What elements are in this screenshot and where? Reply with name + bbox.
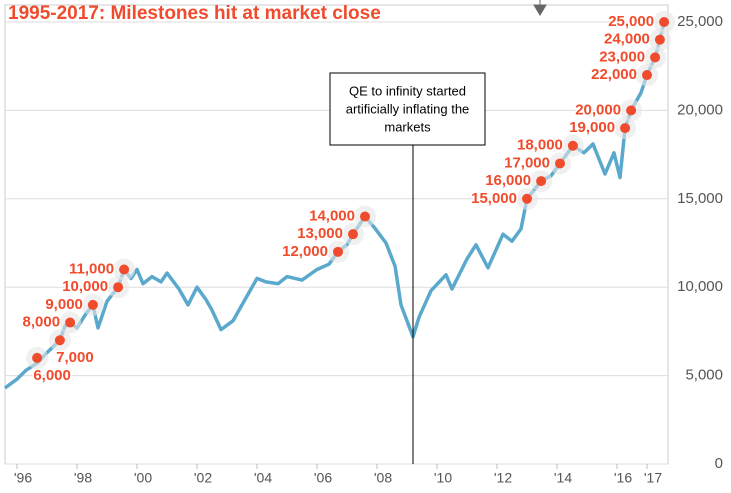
- milestone-label: 16,000: [485, 172, 531, 189]
- x-tick-label: '00: [134, 470, 152, 486]
- y-tick-label: 10,000: [677, 278, 723, 295]
- annotation-text: artificially inflating the: [346, 101, 470, 116]
- milestone-label: 22,000: [591, 66, 637, 83]
- milestone-label: 7,000: [56, 349, 94, 366]
- y-tick-label: 0: [715, 455, 723, 472]
- milestone-label: 10,000: [62, 278, 108, 295]
- x-tick-label: '02: [194, 470, 212, 486]
- milestone-dot: [119, 264, 130, 275]
- annotation-text: QE to infinity started: [349, 83, 466, 98]
- x-tick-label: '16: [614, 470, 632, 486]
- milestone-dot: [567, 140, 578, 151]
- milestone-dot: [654, 34, 665, 45]
- milestone-dot: [620, 123, 631, 134]
- milestone-dot: [360, 211, 370, 222]
- milestone-label: 25,000: [608, 13, 654, 30]
- marker-icon: [533, 0, 547, 16]
- milestone-label: 15,000: [471, 190, 517, 207]
- milestone-dot: [626, 105, 637, 116]
- milestone-dot: [333, 246, 343, 257]
- milestone-dot: [642, 70, 652, 81]
- milestone-dot: [32, 352, 43, 363]
- milestone-label: 20,000: [575, 101, 621, 118]
- milestone-label: 12,000: [282, 243, 328, 260]
- y-tick-label: 25,000: [677, 13, 723, 30]
- milestone-dot: [522, 193, 532, 204]
- chart-title: 1995-2017: Milestones hit at market clos…: [8, 3, 381, 24]
- milestone-label: 13,000: [297, 225, 343, 242]
- x-tick-label: '14: [554, 470, 572, 486]
- milestone-dot: [348, 229, 358, 240]
- annotation-box: [329, 72, 486, 146]
- milestone-dot: [555, 158, 565, 169]
- milestone-label: 6,000: [33, 367, 71, 384]
- milestone-label: 19,000: [569, 119, 615, 136]
- milestone-label: 14,000: [309, 207, 355, 224]
- milestone-dot: [650, 52, 661, 63]
- x-tick-label: '12: [494, 470, 512, 486]
- milestone-dot: [65, 317, 76, 328]
- y-tick-label: 20,000: [677, 101, 723, 118]
- milestone-dot: [54, 335, 65, 346]
- milestone-dot: [659, 17, 670, 27]
- milestone-dot: [536, 176, 547, 187]
- milestone-label: 17,000: [504, 154, 550, 171]
- annotation-text: markets: [384, 119, 431, 134]
- milestone-dot: [113, 282, 124, 293]
- x-tick-label: '04: [254, 470, 272, 486]
- x-tick-label: '06: [314, 470, 332, 486]
- x-tick-label: '10: [434, 470, 452, 486]
- milestone-label: 24,000: [604, 31, 650, 48]
- x-tick-label: '96: [14, 470, 32, 486]
- y-tick-label: 5,000: [685, 367, 723, 384]
- x-tick-label: '98: [74, 470, 92, 486]
- milestone-label: 8,000: [23, 314, 61, 331]
- milestone-label: 23,000: [599, 48, 645, 65]
- y-tick-label: 15,000: [677, 190, 723, 207]
- milestone-dot: [87, 299, 98, 310]
- x-tick-label: '08: [374, 470, 392, 486]
- milestone-label: 18,000: [517, 137, 563, 154]
- milestone-label: 11,000: [69, 260, 114, 277]
- milestone-label: 9,000: [45, 296, 83, 313]
- x-tick-label: '17: [644, 470, 662, 486]
